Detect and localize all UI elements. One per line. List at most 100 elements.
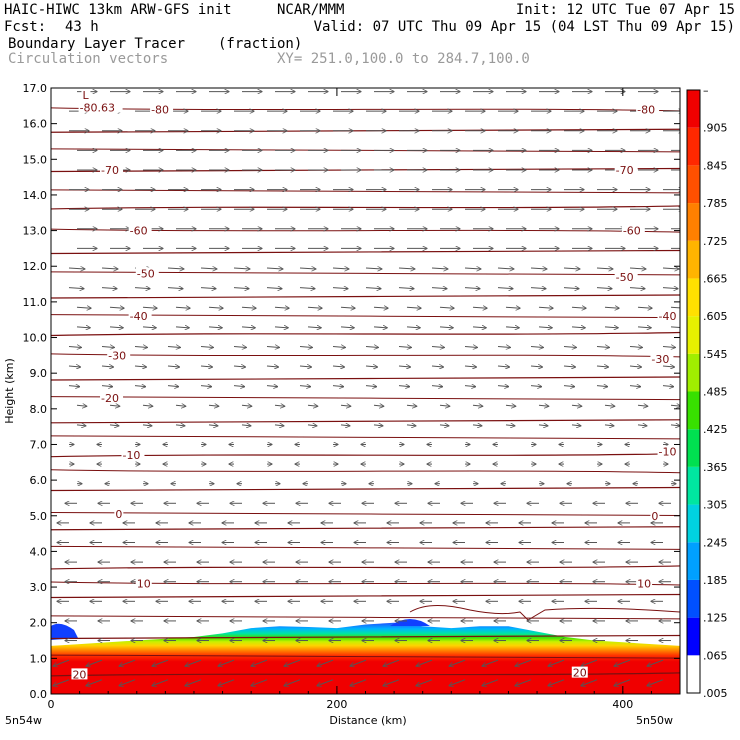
wind-vector (299, 268, 316, 269)
isotherm-line (51, 249, 680, 255)
wind-vector (662, 346, 675, 347)
contour-label: -50 (137, 267, 155, 280)
wind-vector (515, 659, 532, 666)
contour-label-bg (128, 224, 152, 236)
wind-vector (439, 307, 454, 308)
wind-vector (563, 288, 579, 289)
org-label: NCAR/MMM (277, 2, 345, 18)
wind-vector (218, 659, 235, 666)
wind-vector (109, 327, 123, 328)
wind-vector (200, 268, 217, 269)
contour-label-bg (107, 349, 131, 361)
y-tick-label: 9.0 (30, 367, 48, 380)
wind-vector (373, 327, 387, 328)
wind-vector (365, 366, 378, 367)
y-tick-label: 16.0 (23, 118, 48, 131)
wind-vector (596, 366, 609, 367)
wind-vector (152, 659, 169, 666)
wind-vector (241, 405, 252, 406)
colorbar-swatch (687, 316, 700, 354)
colorbar-label: .605 (703, 310, 728, 323)
wind-vector (637, 307, 652, 308)
x-tick-label: 200 (326, 698, 347, 711)
colorbar-label: .185 (703, 574, 728, 587)
y-tick-label: 17.0 (23, 82, 48, 95)
wind-vector (604, 307, 619, 308)
wind-vector (629, 268, 646, 269)
wind-vector (538, 405, 549, 406)
wind-vector (373, 307, 388, 308)
colorbar-swatch (687, 504, 700, 543)
wind-vector (266, 288, 282, 289)
colorbar-label: .125 (703, 612, 728, 625)
field-units: (fraction) (218, 36, 303, 52)
circulation-vectors (53, 92, 680, 686)
wind-vector (662, 288, 678, 289)
colorbar-label: .005 (703, 687, 728, 700)
wind-vector (365, 288, 381, 289)
contour-label-bg (135, 267, 159, 279)
wind-vector (152, 679, 169, 686)
contour-label: 10 (637, 577, 651, 590)
wind-vector (637, 425, 647, 426)
wind-vector (299, 346, 312, 347)
wind-vector (373, 425, 383, 426)
isotherm-line (51, 353, 680, 358)
colorbar-label: .245 (703, 536, 728, 549)
wind-vector (670, 327, 680, 328)
wind-vector (340, 307, 355, 308)
wind-vector (373, 405, 384, 406)
wind-vector (670, 306, 680, 309)
wind-vector (431, 288, 447, 289)
wind-vector (167, 288, 183, 289)
y-tick-label: 13.0 (23, 225, 48, 238)
init-time: Init: 12 UTC Tue 07 Apr 15 (515, 2, 735, 18)
colorbar-label: .905 (703, 122, 728, 135)
x-end-location: 5n50w (636, 714, 673, 727)
contour-label-bg (81, 89, 91, 101)
isotherm-line (51, 128, 680, 133)
contour-label: -60 (130, 225, 148, 238)
contour-label: 10 (137, 577, 151, 590)
isotherm-line (51, 189, 680, 194)
wind-vector (581, 679, 598, 686)
y-tick-label: 4.0 (30, 545, 48, 558)
contour-label: -10 (122, 449, 140, 462)
wind-vector (299, 288, 315, 289)
wind-vector (515, 679, 532, 686)
wind-vector (406, 307, 421, 308)
wind-vector (365, 268, 382, 269)
colorbar-swatch (687, 429, 700, 467)
contour-label: -20 (101, 392, 119, 405)
colorbar-swatch (687, 466, 700, 505)
wind-vector (548, 659, 565, 666)
colorbar-swatch (687, 542, 700, 580)
wind-vector (431, 386, 443, 387)
colorbar-swatch (687, 278, 700, 317)
colorbar-swatch (687, 90, 700, 128)
wind-vector (530, 288, 546, 289)
wind-vector (266, 346, 279, 347)
contour-label: -80 (151, 103, 169, 116)
wind-vector (647, 659, 664, 666)
contour-label: -50 (616, 271, 634, 284)
colorbar-label: .665 (703, 272, 728, 285)
colorbar-label: .485 (703, 386, 728, 399)
wind-vector (548, 679, 565, 686)
contour-label: -80 (637, 103, 655, 116)
tracer-patch (51, 623, 78, 640)
wind-vector (350, 659, 367, 666)
temperature-contours (51, 107, 680, 677)
wind-vector (604, 327, 618, 328)
wind-vector (167, 386, 179, 387)
wind-vector (530, 346, 543, 347)
wind-vector (596, 268, 613, 269)
contour-label-bg (614, 270, 638, 282)
isotherm-line (51, 526, 680, 531)
wind-vector (218, 679, 235, 686)
wind-vector (76, 425, 86, 426)
wind-vector (307, 425, 317, 426)
wind-vector (142, 307, 157, 308)
wind-vector (637, 405, 648, 406)
contour-label-bg (636, 577, 653, 589)
